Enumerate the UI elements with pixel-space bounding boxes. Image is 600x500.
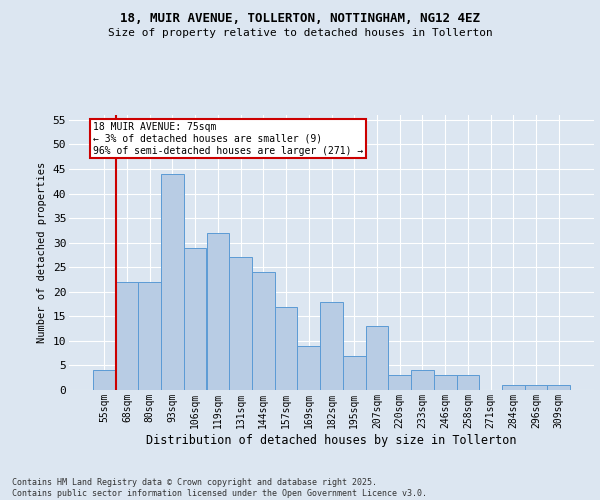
- Bar: [524, 385, 547, 390]
- Bar: [547, 385, 570, 390]
- Text: Size of property relative to detached houses in Tollerton: Size of property relative to detached ho…: [107, 28, 493, 38]
- Bar: [116, 282, 139, 390]
- Bar: [388, 376, 411, 390]
- Y-axis label: Number of detached properties: Number of detached properties: [37, 162, 47, 343]
- Bar: [320, 302, 343, 390]
- Bar: [93, 370, 116, 390]
- Bar: [434, 376, 457, 390]
- Bar: [411, 370, 434, 390]
- Bar: [229, 258, 252, 390]
- Bar: [275, 306, 298, 390]
- Bar: [139, 282, 161, 390]
- Text: Contains HM Land Registry data © Crown copyright and database right 2025.
Contai: Contains HM Land Registry data © Crown c…: [12, 478, 427, 498]
- Bar: [457, 376, 479, 390]
- Text: 18, MUIR AVENUE, TOLLERTON, NOTTINGHAM, NG12 4EZ: 18, MUIR AVENUE, TOLLERTON, NOTTINGHAM, …: [120, 12, 480, 26]
- Bar: [252, 272, 275, 390]
- Bar: [365, 326, 388, 390]
- Text: 18 MUIR AVENUE: 75sqm
← 3% of detached houses are smaller (9)
96% of semi-detach: 18 MUIR AVENUE: 75sqm ← 3% of detached h…: [93, 122, 363, 156]
- X-axis label: Distribution of detached houses by size in Tollerton: Distribution of detached houses by size …: [146, 434, 517, 446]
- Bar: [343, 356, 365, 390]
- Bar: [161, 174, 184, 390]
- Bar: [298, 346, 320, 390]
- Bar: [206, 233, 229, 390]
- Bar: [184, 248, 206, 390]
- Bar: [502, 385, 524, 390]
